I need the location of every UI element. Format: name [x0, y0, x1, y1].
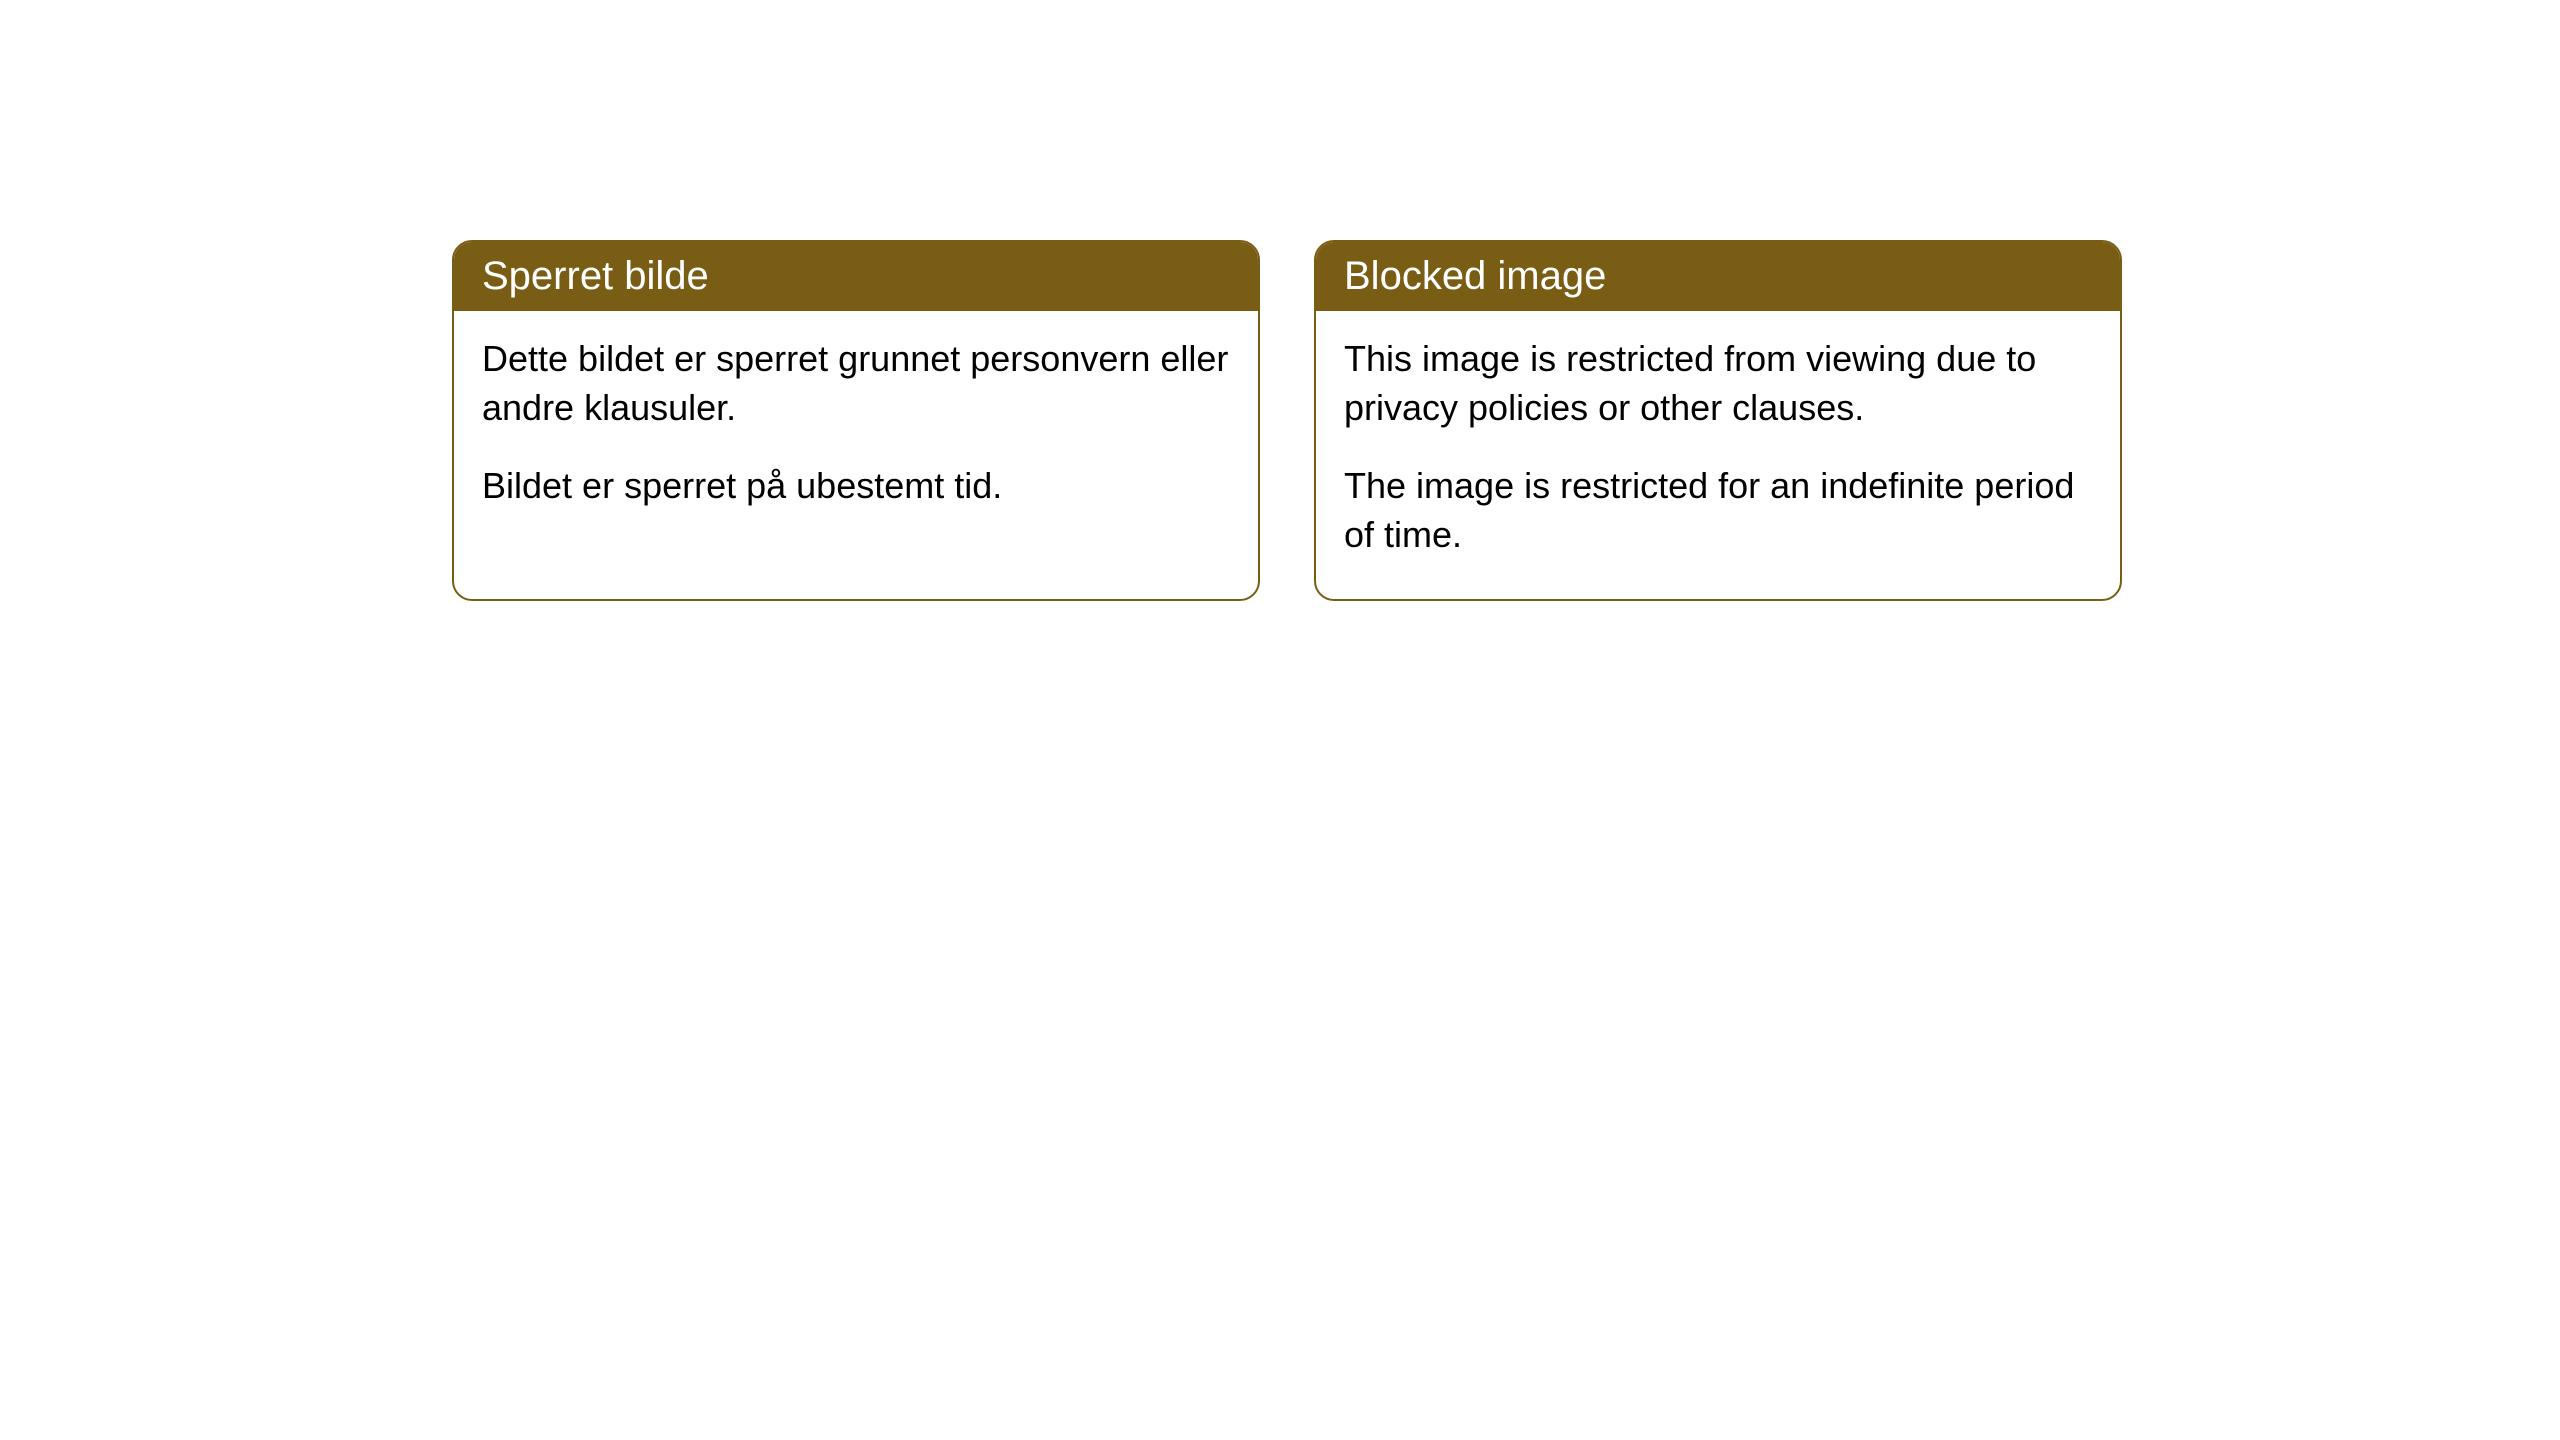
card-body: Dette bildet er sperret grunnet personve… [454, 311, 1258, 551]
card-header: Blocked image [1316, 242, 2120, 311]
card-title: Blocked image [1344, 254, 1606, 298]
card-paragraph: The image is restricted for an indefinit… [1344, 462, 2092, 559]
notice-card-english: Blocked image This image is restricted f… [1314, 240, 2122, 601]
card-title: Sperret bilde [482, 254, 709, 298]
cards-container: Sperret bilde Dette bildet er sperret gr… [452, 240, 2122, 601]
card-header: Sperret bilde [454, 242, 1258, 311]
notice-card-norwegian: Sperret bilde Dette bildet er sperret gr… [452, 240, 1260, 601]
card-paragraph: Dette bildet er sperret grunnet personve… [482, 335, 1230, 432]
card-paragraph: Bildet er sperret på ubestemt tid. [482, 462, 1230, 511]
card-body: This image is restricted from viewing du… [1316, 311, 2120, 599]
card-paragraph: This image is restricted from viewing du… [1344, 335, 2092, 432]
